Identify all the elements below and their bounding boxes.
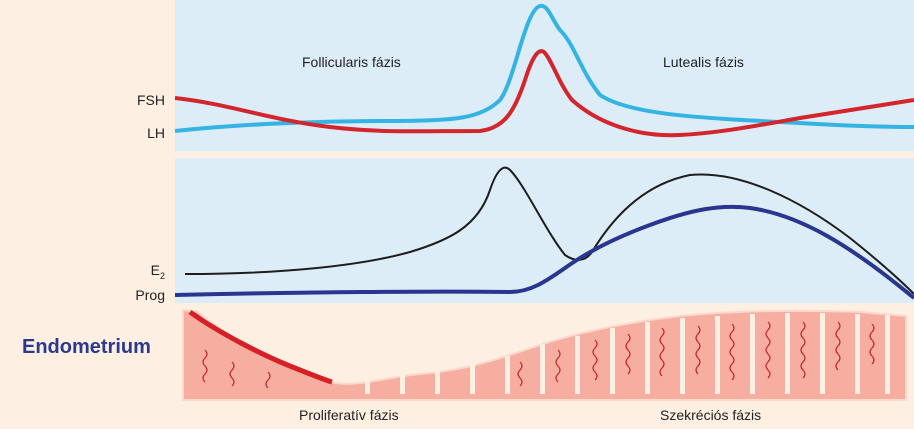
- phase-luteal-label: Lutealis fázis: [663, 54, 744, 70]
- e2-curve: [184, 166, 914, 295]
- e2-label: E2: [150, 262, 165, 281]
- endometrium-tissue: [182, 308, 907, 401]
- fsh-label: FSH: [137, 92, 165, 108]
- phase-follicular-label: Follicularis fázis: [302, 54, 401, 70]
- endometrium-title: Endometrium: [22, 336, 151, 358]
- fsh-curve: [174, 49, 914, 138]
- lh-curve: [174, 3, 914, 133]
- gonadotropin-panel: [175, 0, 914, 151]
- lh-label: LH: [147, 125, 165, 141]
- prog-curve: [174, 204, 914, 300]
- prog-label: Prog: [135, 287, 165, 303]
- steroid-panel: [175, 158, 914, 303]
- secretory-phase-label: Szekréciós fázis: [660, 407, 762, 423]
- proliferative-phase-label: Proliferatív fázis: [299, 407, 399, 423]
